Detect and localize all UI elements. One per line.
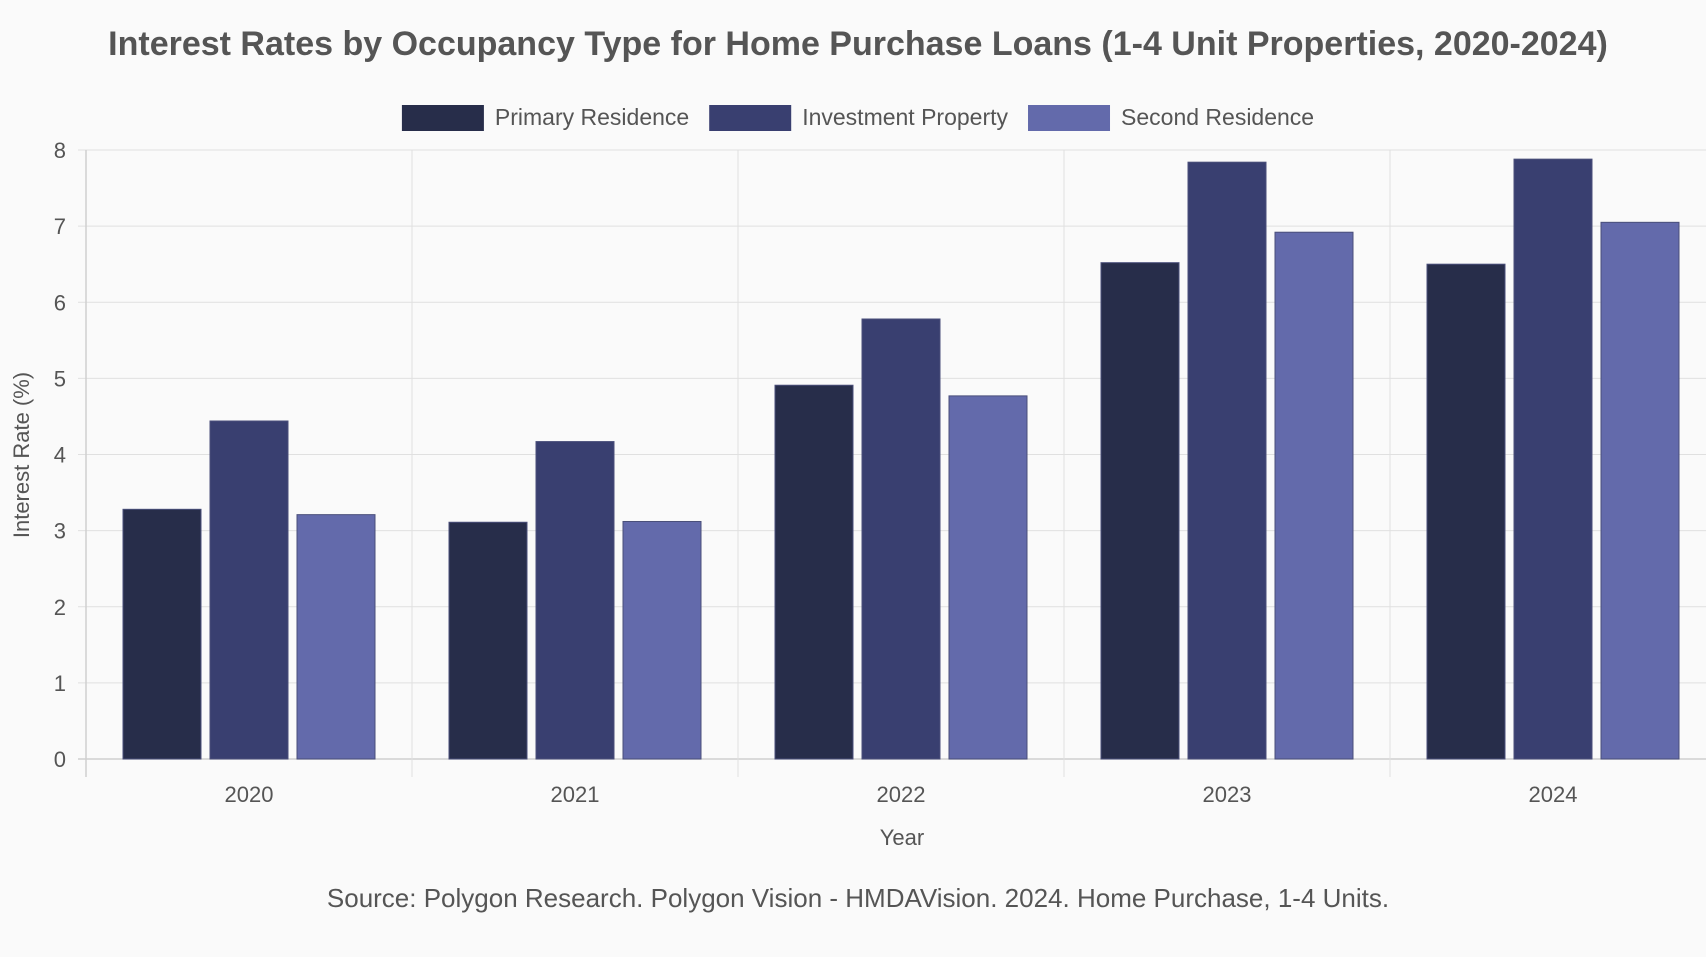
bar-primary-residence-2020[interactable]: Primary Residence 2020: 3.28 — [122, 508, 202, 760]
legend-swatch — [709, 105, 792, 131]
bar-primary-residence-2024[interactable]: Primary Residence 2024: 6.5 — [1426, 263, 1506, 760]
bar-investment-property-2023[interactable]: Investment Property 2023: 7.84 — [1187, 161, 1267, 760]
y-axis-label: Interest Rate (%) — [9, 372, 34, 538]
bar-second-residence-2020[interactable]: Second Residence 2020: 3.21 — [296, 514, 376, 760]
y-tick-label: 2 — [54, 595, 66, 620]
y-tick-label: 6 — [54, 290, 66, 315]
y-tick-label: 0 — [54, 747, 66, 772]
y-tick-label: 4 — [54, 443, 66, 468]
legend-item-investment-property[interactable]: Investment Property — [709, 104, 1009, 131]
y-tick-label: 3 — [54, 519, 66, 544]
legend-swatch — [401, 105, 484, 131]
x-tick-label: 2022 — [877, 782, 926, 807]
bar-primary-residence-2023[interactable]: Primary Residence 2023: 6.52 — [1100, 262, 1180, 760]
legend: Primary Residence Investment Property Seco… — [401, 104, 1314, 131]
x-tick-label: 2024 — [1529, 782, 1578, 807]
legend-item-second-residence[interactable]: Second Residence — [1028, 104, 1314, 131]
y-tick-label: 7 — [54, 214, 66, 239]
legend-label: Primary Residence — [495, 104, 689, 130]
y-tick-label: 8 — [54, 138, 66, 163]
y-tick-label: 5 — [54, 366, 66, 391]
y-tick-label: 1 — [54, 671, 66, 696]
x-tick-label: 2023 — [1203, 782, 1252, 807]
bar-second-residence-2022[interactable]: Second Residence 2022: 4.77 — [948, 395, 1028, 760]
legend-label: Second Residence — [1121, 104, 1314, 130]
bar-investment-property-2021[interactable]: Investment Property 2021: 4.17 — [535, 441, 615, 760]
bar-second-residence-2024[interactable]: Second Residence 2024: 7.05 — [1600, 221, 1680, 760]
legend-swatch — [1028, 105, 1111, 131]
y-axis-ticks: 0 1 2 3 4 5 6 7 8 — [54, 138, 66, 772]
legend-item-primary-residence[interactable]: Primary Residence — [401, 104, 689, 131]
bar-investment-property-2020[interactable]: Investment Property 2020: 4.44 — [209, 420, 289, 760]
bar-investment-property-2024[interactable]: Investment Property 2024: 7.88 — [1513, 158, 1593, 760]
bar-investment-property-2022[interactable]: Investment Property 2022: 5.78 — [861, 318, 941, 760]
bar-second-residence-2021[interactable]: Second Residence 2021: 3.12 — [622, 520, 702, 760]
chart-title: Interest Rates by Occupancy Type for Hom… — [108, 25, 1608, 63]
legend-label: Investment Property — [802, 104, 1008, 130]
x-axis-label: Year — [880, 825, 924, 850]
bar-second-residence-2023[interactable]: Second Residence 2023: 6.92 — [1274, 231, 1354, 760]
x-tick-label: 2020 — [225, 782, 274, 807]
bars: Primary Residence 2020: 3.28Investment P… — [122, 158, 1680, 760]
x-axis-ticks: 2020 2021 2022 2023 2024 — [225, 782, 1578, 807]
x-tick-label: 2021 — [551, 782, 600, 807]
bar-primary-residence-2022[interactable]: Primary Residence 2022: 4.91 — [774, 384, 854, 760]
bar-primary-residence-2021[interactable]: Primary Residence 2021: 3.11 — [448, 521, 528, 760]
source-note: Source: Polygon Research. Polygon Vision… — [327, 883, 1389, 913]
